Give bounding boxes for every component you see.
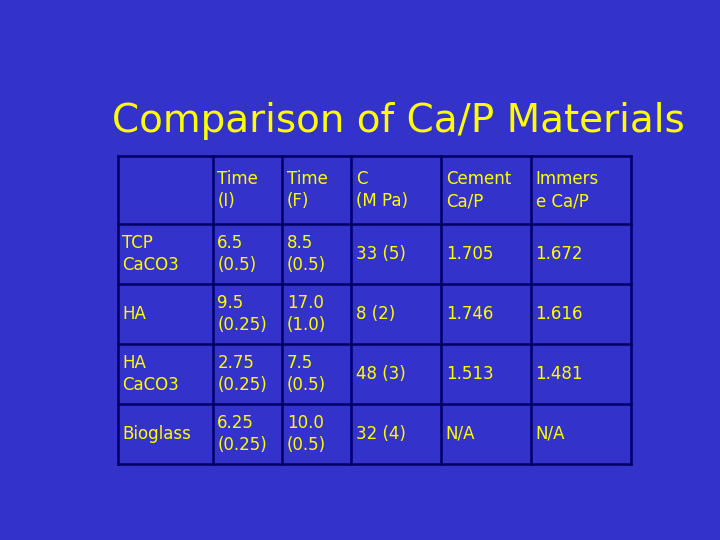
Text: Time
(I): Time (I) xyxy=(217,170,258,210)
Text: TCP
CaCO3: TCP CaCO3 xyxy=(122,234,179,274)
Text: 1.513: 1.513 xyxy=(446,365,493,383)
Text: 7.5
(0.5): 7.5 (0.5) xyxy=(287,354,325,394)
Text: 48 (3): 48 (3) xyxy=(356,365,405,383)
Text: 1.616: 1.616 xyxy=(536,305,583,323)
Text: 1.481: 1.481 xyxy=(536,365,583,383)
Text: Immers
e Ca/P: Immers e Ca/P xyxy=(536,170,599,210)
Text: 32 (4): 32 (4) xyxy=(356,425,406,443)
Text: N/A: N/A xyxy=(446,425,475,443)
Text: 10.0
(0.5): 10.0 (0.5) xyxy=(287,414,325,454)
Text: HA: HA xyxy=(122,305,146,323)
Text: N/A: N/A xyxy=(536,425,565,443)
Text: 9.5
(0.25): 9.5 (0.25) xyxy=(217,294,267,334)
Text: 33 (5): 33 (5) xyxy=(356,245,406,263)
Text: 8 (2): 8 (2) xyxy=(356,305,395,323)
Text: 1.746: 1.746 xyxy=(446,305,493,323)
Text: Time
(F): Time (F) xyxy=(287,170,328,210)
Text: 17.0
(1.0): 17.0 (1.0) xyxy=(287,294,326,334)
Text: 6.5
(0.5): 6.5 (0.5) xyxy=(217,234,256,274)
Text: Comparison of Ca/P Materials: Comparison of Ca/P Materials xyxy=(112,102,685,140)
Text: C
(M Pa): C (M Pa) xyxy=(356,170,408,210)
Text: Bioglass: Bioglass xyxy=(122,425,192,443)
Text: 2.75
(0.25): 2.75 (0.25) xyxy=(217,354,267,394)
Text: 6.25
(0.25): 6.25 (0.25) xyxy=(217,414,267,454)
Text: HA
CaCO3: HA CaCO3 xyxy=(122,354,179,394)
Text: Cement
Ca/P: Cement Ca/P xyxy=(446,170,511,210)
Text: 8.5
(0.5): 8.5 (0.5) xyxy=(287,234,325,274)
Text: 1.705: 1.705 xyxy=(446,245,493,263)
Text: 1.672: 1.672 xyxy=(536,245,583,263)
